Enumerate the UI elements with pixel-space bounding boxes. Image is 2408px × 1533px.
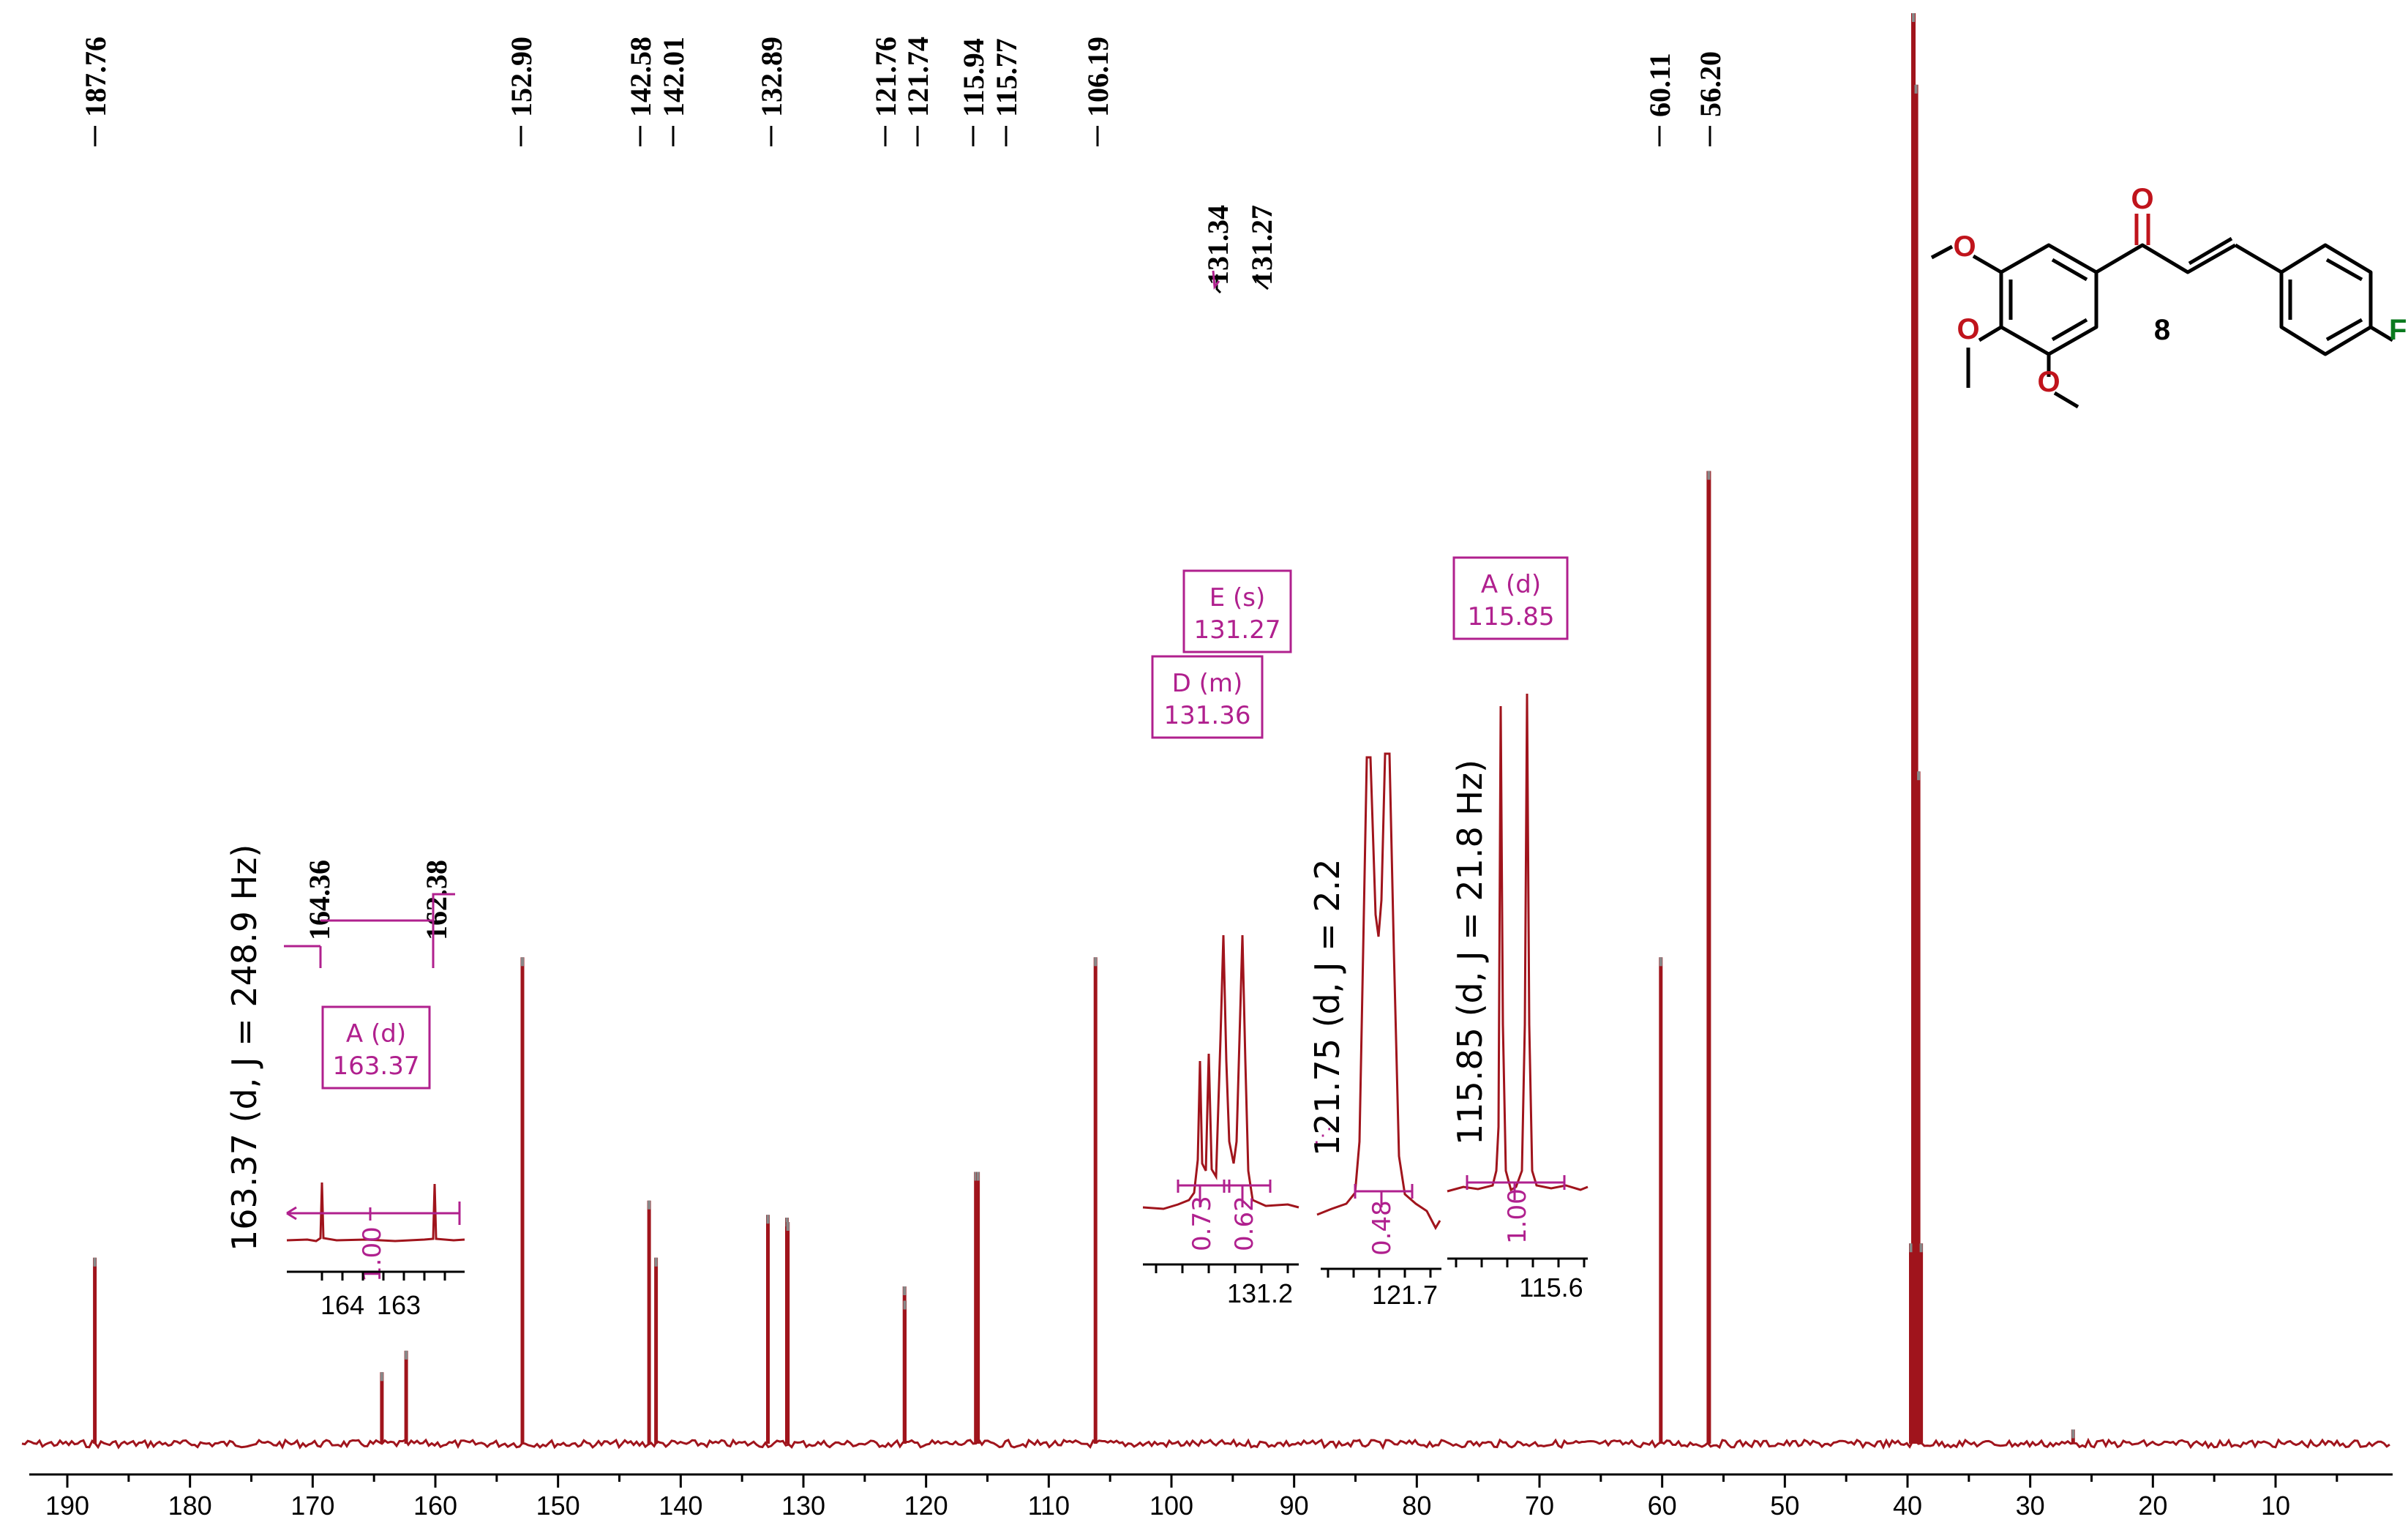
peak-label-56.20: 56.20 <box>1694 51 1727 117</box>
x-tick-label-70: 70 <box>1525 1491 1554 1521</box>
structure-bonds <box>1930 236 2394 409</box>
x-tick-label-190: 190 <box>45 1491 89 1521</box>
inset-115-axis-1: 115.6 <box>1519 1272 1583 1303</box>
inset-131-trace <box>1142 934 1299 1210</box>
inset-115: 115.85 (d, J = 21.8 Hz) 1.00 115.6 <box>1447 693 1589 1303</box>
methoxy-oxygen-2: O <box>1957 313 1979 345</box>
inset-121-axis <box>1321 1267 1441 1278</box>
x-tick-label-50: 50 <box>1770 1491 1799 1521</box>
secondary-label-1: 131.34 <box>1201 205 1234 285</box>
inset-121-axis-1: 121.7 <box>1372 1280 1438 1310</box>
x-tick-label-80: 80 <box>1402 1491 1431 1521</box>
secondary-peak-labels: 131.34 131.27 <box>1201 205 1278 294</box>
multiplet-a115-value: 115.85 <box>1468 602 1555 631</box>
inset-131-axis-1: 131.2 <box>1227 1278 1293 1308</box>
multiplet-a163-value: 163.37 <box>333 1052 420 1081</box>
fluorine-atom: F <box>2389 314 2407 346</box>
x-tick-label-130: 130 <box>781 1491 825 1521</box>
inset-115-trace <box>1447 693 1589 1193</box>
secondary-label-marker <box>1212 270 1220 291</box>
methoxy-oxygen-3: O <box>2037 366 2060 398</box>
inset-163-trace <box>286 1182 465 1242</box>
inset-131-integral-2: 0.62 <box>1230 1196 1259 1251</box>
peak-label-115.77: 115.77 <box>990 38 1023 117</box>
inset-121-integral-value: 0.48 <box>1368 1200 1397 1256</box>
multiplet-d-label: D (m) <box>1172 669 1243 698</box>
x-tick-label-160: 160 <box>413 1491 457 1521</box>
inset-163-integral <box>286 1202 461 1225</box>
carbonyl-double-bond <box>2134 214 2150 245</box>
multiplet-box-a-163: A (d) 163.37 <box>321 1005 431 1090</box>
multiplet-e-value: 131.27 <box>1194 615 1281 645</box>
x-tick-label-100: 100 <box>1149 1491 1193 1521</box>
inset-163-peak-1: 164.36 <box>303 860 336 940</box>
inset-121-dots: ⋰ <box>1313 1124 1332 1146</box>
peak-labels-group: 187.76 152.90 142.58 142.01 132.89 121.76 121.… <box>79 37 1727 146</box>
inset-163-axis <box>287 1270 465 1281</box>
x-tick-label-60: 60 <box>1648 1491 1677 1521</box>
secondary-label-2: 131.27 <box>1245 205 1278 285</box>
inset-115-integral-value: 1.00 <box>1503 1188 1532 1244</box>
multiplet-box-e: E (s) 131.27 <box>1182 569 1292 653</box>
multiplet-a115-label: A (d) <box>1481 570 1541 599</box>
secondary-label-connector <box>1215 274 1269 294</box>
inset-163-bracket <box>284 893 455 968</box>
inset-163: 163.37 (d, J = 248.9 Hz) 164.36 162.38 1… <box>225 844 465 1320</box>
multiplet-box-d: D (m) 131.36 <box>1151 655 1264 739</box>
peak-label-132.89: 132.89 <box>755 37 788 117</box>
peak-label-121.74: 121.74 <box>901 37 934 117</box>
peak-label-106.19: 106.19 <box>1081 37 1114 117</box>
x-tick-label-150: 150 <box>536 1491 580 1521</box>
carbonyl-oxygen: O <box>2131 183 2153 215</box>
x-tick-label-170: 170 <box>290 1491 334 1521</box>
peaks-group <box>93 13 2075 1444</box>
inset-121: 121.75 (d, J = 2.2 ⋰ 0.48 121.7 <box>1308 752 1441 1310</box>
multiplet-a163-label: A (d) <box>346 1019 406 1049</box>
multiplet-box-a-115: A (d) 115.85 <box>1452 556 1569 640</box>
inset-131: 0.73 0.62 131.2 <box>1142 934 1299 1308</box>
x-tick-label-140: 140 <box>659 1491 702 1521</box>
multiplet-e-label: E (s) <box>1209 583 1266 612</box>
peak-label-142.58: 142.58 <box>624 37 657 117</box>
x-tick-label-90: 90 <box>1280 1491 1309 1521</box>
x-tick-label-110: 110 <box>1028 1491 1070 1521</box>
inset-121-integral <box>1354 1184 1414 1207</box>
peak-label-115.94: 115.94 <box>957 38 990 117</box>
x-tick-label-180: 180 <box>168 1491 212 1521</box>
spectrum-trace <box>21 1437 2390 1450</box>
inset-163-axis-2: 163 <box>377 1290 421 1320</box>
peak-label-121.76: 121.76 <box>869 37 902 117</box>
methoxy-oxygen-1: O <box>1953 230 1976 263</box>
inset-115-axis <box>1447 1257 1588 1267</box>
compound-number: 8 <box>2154 314 2170 346</box>
inset-163-title: 163.37 (d, J = 248.9 Hz) <box>225 844 264 1251</box>
inset-115-integral <box>1466 1175 1566 1200</box>
x-tick-label-10: 10 <box>2261 1491 2290 1521</box>
inset-121-title: 121.75 (d, J = 2.2 <box>1308 859 1347 1156</box>
inset-163-peak-2: 162.38 <box>420 860 453 940</box>
multiplet-d-value: 131.36 <box>1164 701 1251 730</box>
peak-label-142.01: 142.01 <box>657 37 690 117</box>
inset-131-axis <box>1143 1263 1299 1273</box>
peak-label-187.76: 187.76 <box>79 37 112 117</box>
x-tick-label-30: 30 <box>2016 1491 2045 1521</box>
inset-163-axis-1: 164 <box>320 1290 364 1320</box>
peak-label-60.11: 60.11 <box>1643 53 1676 117</box>
x-tick-label-40: 40 <box>1893 1491 1922 1521</box>
peak-label-152.90: 152.90 <box>505 37 538 117</box>
inset-131-integral <box>1177 1180 1272 1207</box>
inset-115-title: 115.85 (d, J = 21.8 Hz) <box>1450 760 1490 1145</box>
x-axis: 190 180 170 160 150 140 130 120 110 100 90 80 70 60 50… <box>29 1473 2393 1521</box>
chemical-structure: O O O O F 8 <box>1930 183 2407 409</box>
x-tick-label-20: 20 <box>2138 1491 2167 1521</box>
x-ticks: 190 180 170 160 150 140 130 120 110 100 90 80 70 60 50… <box>45 1474 2338 1521</box>
inset-131-integral-1: 0.73 <box>1188 1196 1217 1251</box>
x-tick-label-120: 120 <box>904 1491 948 1521</box>
